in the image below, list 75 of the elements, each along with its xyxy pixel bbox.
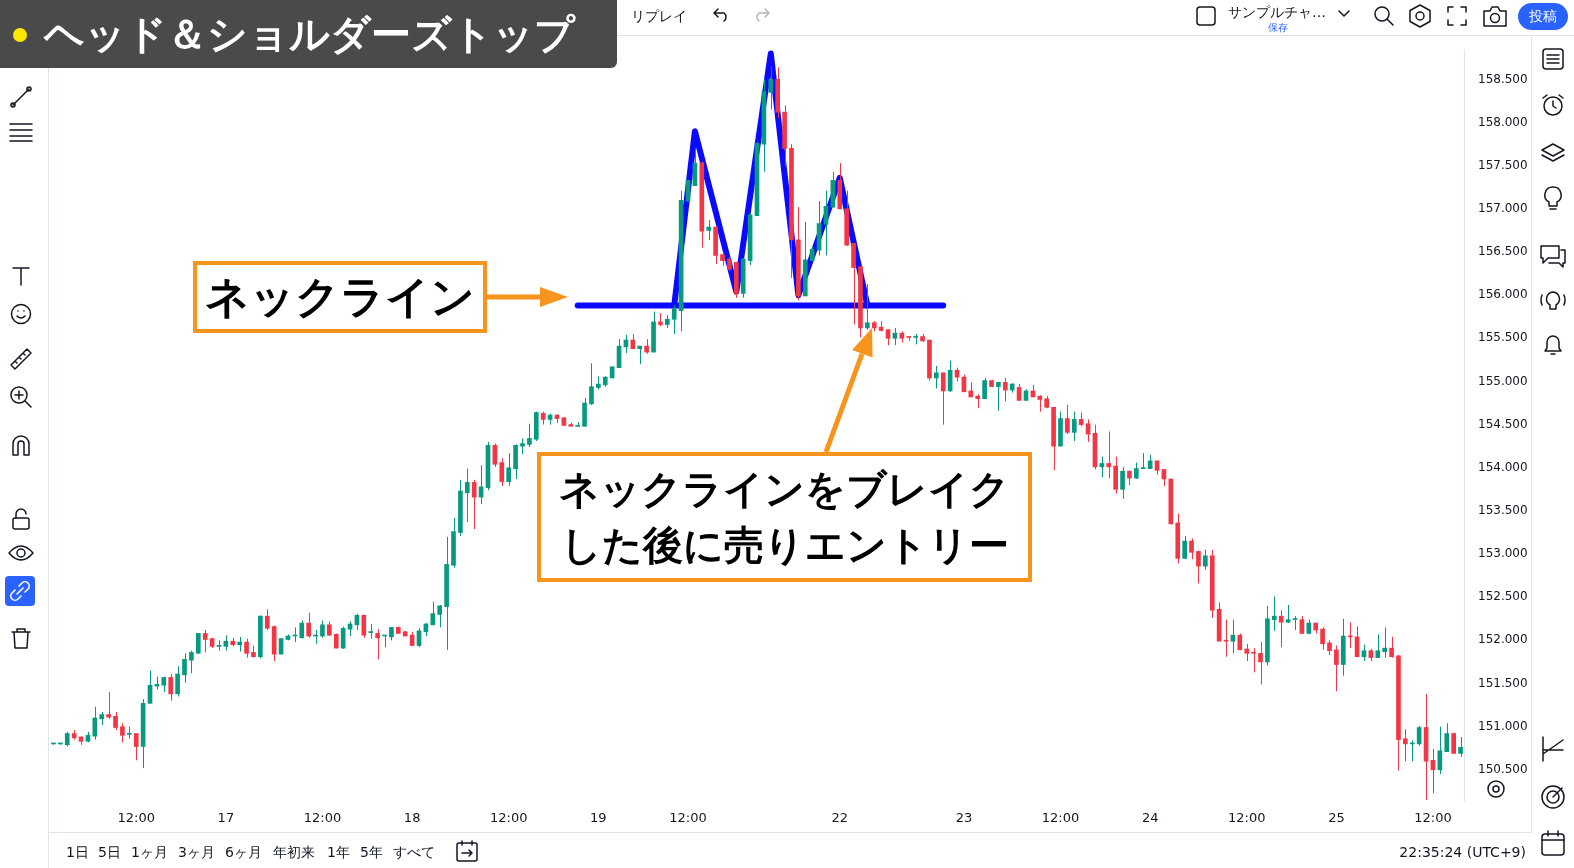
y-tick-label: 157.000 xyxy=(1478,200,1528,215)
text: 5年 xyxy=(360,843,383,861)
y-tick-label: 151.500 xyxy=(1478,675,1528,690)
x-tick-label: 12:00 xyxy=(1041,810,1080,826)
y-tick-label: 152.500 xyxy=(1478,589,1528,604)
candlestick xyxy=(1278,609,1284,648)
x-tick-label: 25 xyxy=(1328,810,1345,826)
y-tick-label: 153.000 xyxy=(1478,546,1528,561)
text: 22:35:24 (UTC+9) xyxy=(1399,843,1526,861)
candlestick xyxy=(609,366,615,379)
text: 5日 xyxy=(98,843,121,861)
x-tick-label: 12:00 xyxy=(669,810,707,826)
candlestick xyxy=(540,411,546,426)
candlestick xyxy=(506,452,512,487)
candlestick xyxy=(1065,404,1070,435)
candlestick xyxy=(368,623,374,640)
candlestick xyxy=(1251,647,1256,673)
candlestick xyxy=(1140,452,1146,470)
candlestick xyxy=(989,379,994,388)
y-tick-label: 158.500 xyxy=(1478,71,1528,86)
candlestick xyxy=(568,422,574,427)
candlestick xyxy=(520,437,525,455)
text: 1ヶ月 xyxy=(131,843,168,861)
text: サンプルチャ… xyxy=(1228,3,1326,21)
x-tick-label: 12:00 xyxy=(117,810,155,826)
candlestick xyxy=(161,676,167,693)
y-tick-label: 156.000 xyxy=(1478,287,1528,302)
candlestick xyxy=(278,638,284,655)
y-tick-label: 158.000 xyxy=(1478,114,1528,129)
x-tick-label: 12:00 xyxy=(1414,810,1452,826)
x-tick-label: 17 xyxy=(217,810,235,826)
y-tick-label: 152.000 xyxy=(1478,632,1528,647)
x-tick-label: 12:00 xyxy=(1227,810,1266,826)
candlestick xyxy=(202,629,208,653)
x-tick-label: 12:00 xyxy=(303,810,342,826)
y-tick-label: 151.000 xyxy=(1478,718,1528,733)
x-tick-label: 12:00 xyxy=(489,810,528,826)
y-tick-label: 157.500 xyxy=(1478,157,1528,172)
y-tick-label: 154.000 xyxy=(1478,459,1528,474)
text: すべて xyxy=(393,843,435,861)
y-tick-label: 155.500 xyxy=(1478,330,1528,345)
annotation: ネックラインをブレイクした後に売りエントリー xyxy=(537,452,1032,582)
text: 1年 xyxy=(327,843,350,861)
text: 年初来 xyxy=(273,843,315,861)
text: リプレイ xyxy=(631,7,687,25)
candlestick xyxy=(1044,395,1050,409)
candlestick xyxy=(575,421,580,427)
annotation: ネックライン xyxy=(193,261,487,333)
text: 3ヶ月 xyxy=(178,843,215,861)
candlestick xyxy=(126,726,132,740)
candlestick xyxy=(133,733,139,761)
candlestick xyxy=(1458,736,1463,758)
text: 1日 xyxy=(66,843,89,861)
candlestick xyxy=(1375,633,1381,659)
candlestick xyxy=(720,251,725,267)
x-tick-label: 24 xyxy=(1141,810,1159,826)
x-tick-label: 22 xyxy=(831,810,849,826)
text: 保存 xyxy=(1268,21,1288,35)
y-tick-label: 155.000 xyxy=(1478,373,1528,388)
y-tick-label: 156.500 xyxy=(1478,244,1528,259)
y-tick-label: 150.500 xyxy=(1478,761,1528,776)
candlestick xyxy=(913,333,918,345)
x-tick-label: 19 xyxy=(590,810,607,826)
candlestick xyxy=(527,423,532,448)
y-tick-label: 153.500 xyxy=(1478,503,1528,518)
x-tick-label: 23 xyxy=(955,810,973,826)
y-tick-label: 154.500 xyxy=(1478,416,1528,431)
candlestick xyxy=(906,336,912,342)
chart-title: ヘッド＆ショルダーズトップ xyxy=(0,0,617,68)
candlestick xyxy=(189,650,194,674)
x-tick-label: 18 xyxy=(403,810,421,826)
text: 投稿 xyxy=(1518,3,1568,30)
candlestick xyxy=(437,604,443,628)
text: 6ヶ月 xyxy=(225,843,262,861)
candlestick xyxy=(120,722,125,743)
